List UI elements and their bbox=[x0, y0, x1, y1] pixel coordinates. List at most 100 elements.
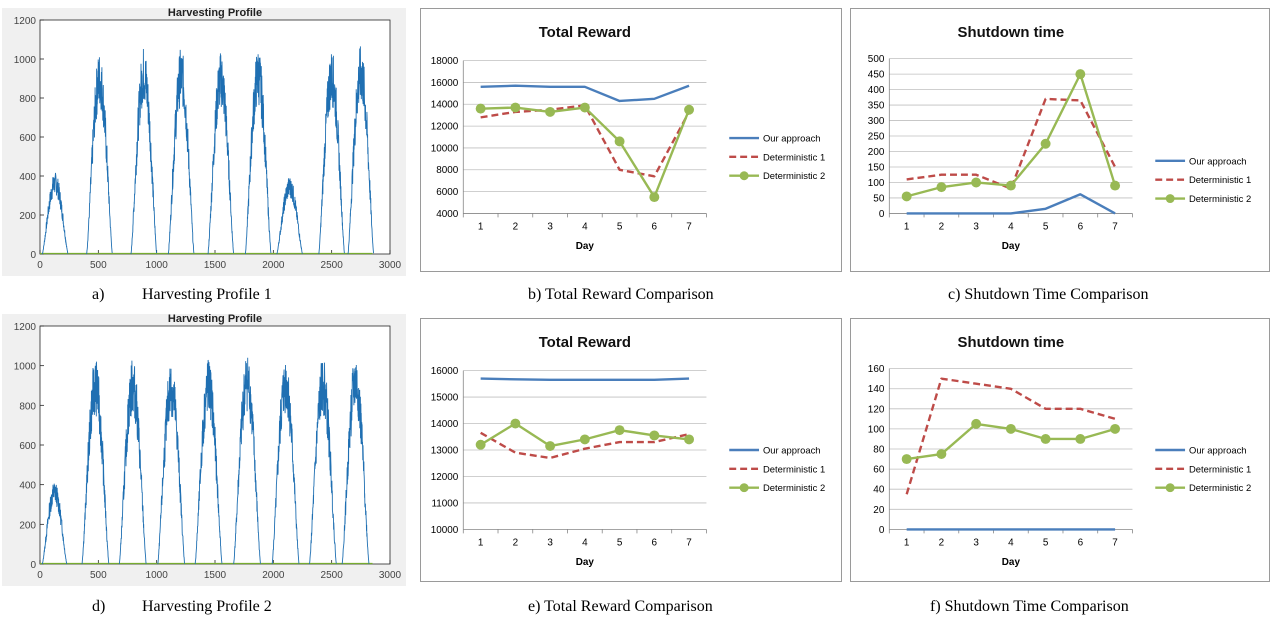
chart-title: Total Reward bbox=[539, 25, 631, 41]
legend-label-3: Deterministic 2 bbox=[1189, 482, 1251, 493]
y-tick-label: 400 bbox=[19, 172, 36, 183]
data-point bbox=[1075, 434, 1085, 444]
data-point bbox=[1006, 424, 1016, 434]
y-tick-label: 1200 bbox=[14, 322, 37, 333]
y-tick-label: 400 bbox=[19, 481, 36, 492]
data-point bbox=[649, 430, 659, 440]
chart-title: Harvesting Profile bbox=[168, 8, 262, 19]
data-point bbox=[545, 441, 555, 451]
shutdown-chart-c: Shutdown time050100150200250300350400450… bbox=[851, 9, 1269, 271]
y-tick-label: 10000 bbox=[431, 143, 459, 154]
x-tick-label: 2000 bbox=[262, 260, 285, 271]
y-tick-label: 40 bbox=[873, 485, 885, 496]
legend-label-3: Deterministic 2 bbox=[763, 482, 825, 493]
x-tick-label: 500 bbox=[90, 570, 107, 581]
y-tick-label: 15000 bbox=[431, 393, 459, 404]
data-point bbox=[615, 425, 625, 435]
x-tick-label: 1 bbox=[904, 221, 910, 232]
data-point bbox=[1075, 69, 1085, 79]
x-tick-label: 2 bbox=[513, 537, 519, 548]
y-tick-label: 4000 bbox=[436, 209, 459, 220]
x-tick-label: 5 bbox=[617, 537, 623, 548]
x-tick-label: 500 bbox=[90, 260, 107, 271]
series-line-2 bbox=[907, 99, 1115, 189]
shutdown-panel-f: Shutdown time 0 20 40 60 80 100 120 140 160 1 2 3 4 5 6… bbox=[850, 318, 1270, 582]
y-tick-label: 120 bbox=[868, 404, 885, 415]
data-point bbox=[971, 178, 981, 188]
data-point bbox=[1110, 424, 1120, 434]
x-tick-label: 3 bbox=[547, 537, 553, 548]
x-tick-label: 5 bbox=[1043, 221, 1049, 232]
data-point bbox=[580, 434, 590, 444]
y-tick-label: 16000 bbox=[431, 366, 459, 377]
legend-marker bbox=[1166, 194, 1175, 203]
x-tick-label: 1 bbox=[478, 537, 484, 548]
series-line-2 bbox=[481, 105, 689, 176]
y-tick-label: 800 bbox=[19, 401, 36, 412]
y-tick-label: 14000 bbox=[431, 419, 459, 430]
reward-chart-b: Total Reward4000600080001000012000140001… bbox=[421, 9, 841, 271]
legend-marker bbox=[1166, 483, 1175, 492]
y-tick-label: 12000 bbox=[431, 122, 459, 133]
x-axis-label: Day bbox=[576, 557, 595, 568]
caption-a-text: Harvesting Profile 1 bbox=[142, 286, 272, 303]
y-tick-label: 600 bbox=[19, 441, 36, 452]
caption-d-text: Harvesting Profile 2 bbox=[142, 598, 272, 615]
x-tick-label: 3 bbox=[547, 221, 553, 232]
harvest-chart-d: Harvesting Profile 0 200 400 600 800 1000 1200 0… bbox=[2, 314, 406, 586]
y-tick-label: 1000 bbox=[14, 362, 37, 373]
data-point bbox=[510, 103, 520, 113]
x-tick-label: 1 bbox=[904, 537, 910, 548]
legend-label-1: Our approach bbox=[1189, 444, 1247, 455]
y-tick-label: 450 bbox=[868, 70, 885, 81]
data-point bbox=[902, 454, 912, 464]
x-tick-label: 2 bbox=[513, 221, 519, 232]
y-tick-label: 400 bbox=[868, 85, 885, 96]
x-tick-label: 7 bbox=[1112, 537, 1118, 548]
y-tick-label: 6000 bbox=[436, 187, 459, 198]
caption-f: f) Shutdown Time Comparison bbox=[930, 598, 1129, 616]
data-point bbox=[684, 434, 694, 444]
y-tick-label: 350 bbox=[868, 101, 885, 112]
reward-chart-e: Total Reward 10000 11000 12000 13000 14000 150… bbox=[421, 319, 841, 581]
legend-label-2: Deterministic 1 bbox=[1189, 174, 1251, 185]
shutdown-panel-c: Shutdown time 0 50 100 150 200 250 300 350 400 450… bbox=[850, 8, 1270, 272]
data-point bbox=[1041, 434, 1051, 444]
y-tick-label: 140 bbox=[868, 384, 885, 395]
x-tick-label: 2500 bbox=[321, 570, 344, 581]
data-point bbox=[615, 136, 625, 146]
harvest-chart-a: Harvesting Profile0200400600800100012000… bbox=[2, 8, 406, 276]
x-tick-label: 0 bbox=[37, 570, 43, 581]
caption-e: e) Total Reward Comparison bbox=[528, 598, 713, 616]
series-line-1 bbox=[907, 194, 1115, 213]
caption-b: b) Total Reward Comparison bbox=[528, 286, 714, 304]
series-line-1 bbox=[481, 86, 689, 101]
x-tick-label: 1000 bbox=[146, 570, 169, 581]
y-tick-label: 200 bbox=[19, 211, 36, 222]
data-point bbox=[684, 105, 694, 115]
data-point bbox=[1041, 139, 1051, 149]
y-tick-label: 0 bbox=[30, 560, 36, 571]
y-tick-label: 14000 bbox=[431, 100, 459, 111]
y-tick-label: 20 bbox=[873, 505, 885, 516]
y-tick-label: 200 bbox=[868, 147, 885, 158]
x-tick-label: 4 bbox=[582, 537, 588, 548]
y-tick-label: 50 bbox=[873, 193, 885, 204]
legend-label-2: Deterministic 1 bbox=[763, 463, 825, 474]
data-point bbox=[580, 103, 590, 113]
y-tick-label: 160 bbox=[868, 364, 885, 375]
x-tick-label: 4 bbox=[582, 221, 588, 232]
chart-title: Harvesting Profile bbox=[168, 314, 262, 325]
shutdown-chart-f: Shutdown time 0 20 40 60 80 100 120 140 160 1 2 3 4 5 6… bbox=[851, 319, 1269, 581]
y-tick-label: 8000 bbox=[436, 165, 459, 176]
x-tick-label: 2 bbox=[939, 537, 945, 548]
x-tick-label: 5 bbox=[1043, 537, 1049, 548]
x-tick-label: 6 bbox=[1078, 537, 1084, 548]
y-tick-label: 100 bbox=[868, 178, 885, 189]
y-tick-label: 10000 bbox=[431, 525, 459, 536]
chart-title: Total Reward bbox=[539, 335, 631, 351]
legend-label-3: Deterministic 2 bbox=[763, 170, 825, 181]
x-tick-label: 1500 bbox=[204, 260, 227, 271]
x-axis-label: Day bbox=[1002, 557, 1021, 568]
y-tick-label: 0 bbox=[30, 250, 36, 261]
